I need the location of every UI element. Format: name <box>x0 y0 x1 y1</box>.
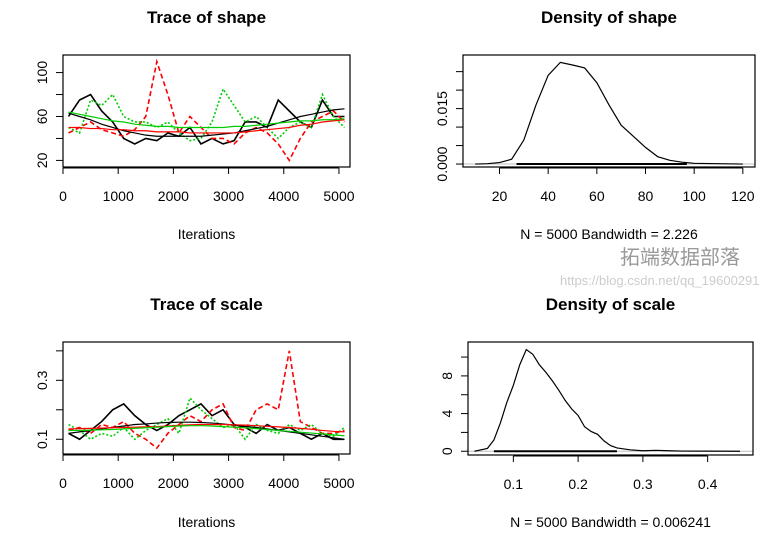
plot-area <box>463 61 755 166</box>
plot-frame <box>462 54 756 168</box>
y-tick-label: 0.3 <box>34 370 50 390</box>
x-tick-label: 0.1 <box>504 476 524 492</box>
x-tick-label: 80 <box>638 188 654 204</box>
x-tick-label: 3000 <box>213 188 244 204</box>
density-curve <box>474 348 741 452</box>
x-axis-label: N = 5000 Bandwidth = 0.006241 <box>510 514 711 530</box>
y-tick-label: 100 <box>34 61 50 85</box>
x-axis-label: Iterations <box>178 514 236 530</box>
plot-area <box>68 350 345 450</box>
x-tick-label: 5000 <box>323 475 354 491</box>
smooth-line-chain-2 <box>68 423 345 433</box>
trace-line-chain-3 <box>68 396 345 441</box>
x-tick-label: 40 <box>540 188 556 204</box>
panel-title: Trace of scale <box>150 295 262 314</box>
watermark-url: https://blog.csdn.net/qq_19600291 <box>560 273 760 288</box>
panel-title: Density of shape <box>541 8 677 27</box>
panel-title: Density of scale <box>546 295 675 314</box>
plot-area <box>67 58 346 162</box>
x-tick-label: 3000 <box>213 475 244 491</box>
trace-line-chain-3 <box>68 87 346 142</box>
watermark-logo-text: 拓端数据部落 <box>620 246 740 269</box>
panel-3: Trace of scale Iterations 0 1000 2000 3000 400… <box>34 295 355 530</box>
panel-4: Density of scale N = 5000 Bandwidth = 0.0… <box>439 295 754 530</box>
x-tick-label: 0.4 <box>698 476 718 492</box>
plot-frame <box>62 341 351 455</box>
y-tick-label: 0.015 <box>434 91 450 126</box>
y-tick-label: 20 <box>34 152 50 168</box>
x-tick-label: 0.3 <box>633 476 653 492</box>
x-tick-label: 1000 <box>103 188 134 204</box>
y-tick-label: 8 <box>439 372 455 380</box>
y-tick-label: 0.000 <box>434 146 450 181</box>
x-tick-label: 100 <box>682 188 706 204</box>
x-axis-label: N = 5000 Bandwidth = 2.226 <box>520 226 698 242</box>
y-tick-label: 0.1 <box>34 429 50 449</box>
panel-title: Trace of shape <box>147 8 266 27</box>
x-axis-label: Iterations <box>178 226 236 242</box>
x-tick-label: 0.2 <box>568 476 588 492</box>
x-tick-label: 20 <box>492 188 508 204</box>
density-curve <box>475 61 743 165</box>
plot-area <box>468 348 753 453</box>
panel-1: Trace of shape Iterations 0 1000 2000 3000 400… <box>34 8 355 242</box>
x-tick-label: 4000 <box>268 188 299 204</box>
x-tick-label: 60 <box>589 188 605 204</box>
x-tick-label: 1000 <box>103 475 134 491</box>
x-tick-label: 0 <box>59 188 67 204</box>
x-tick-label: 4000 <box>268 475 299 491</box>
x-tick-label: 5000 <box>323 188 354 204</box>
y-tick-label: 60 <box>34 108 50 124</box>
smooth-line-chain-1 <box>68 108 345 137</box>
x-tick-label: 0 <box>59 475 67 491</box>
smooth-line-chain-2 <box>68 119 345 134</box>
watermark: 拓端数据部落 https://blog.csdn.net/qq_19600291 <box>560 246 760 288</box>
y-tick-label: 0 <box>439 447 455 455</box>
x-tick-label: 2000 <box>158 475 189 491</box>
trace-line-chain-1 <box>67 93 345 145</box>
plot-frame <box>467 341 754 456</box>
smooth-line-chain-3 <box>68 111 345 129</box>
smooth-line-chain-3 <box>68 425 345 437</box>
trace-line-chain-2 <box>68 350 345 450</box>
x-tick-label: 120 <box>731 188 755 204</box>
panel-2: Density of shape N = 5000 Bandwidth = 2.2… <box>434 8 756 242</box>
y-tick-label: 4 <box>439 409 455 417</box>
plot-frame <box>62 54 351 168</box>
trace-line-chain-2 <box>68 58 346 162</box>
x-tick-label: 2000 <box>158 188 189 204</box>
